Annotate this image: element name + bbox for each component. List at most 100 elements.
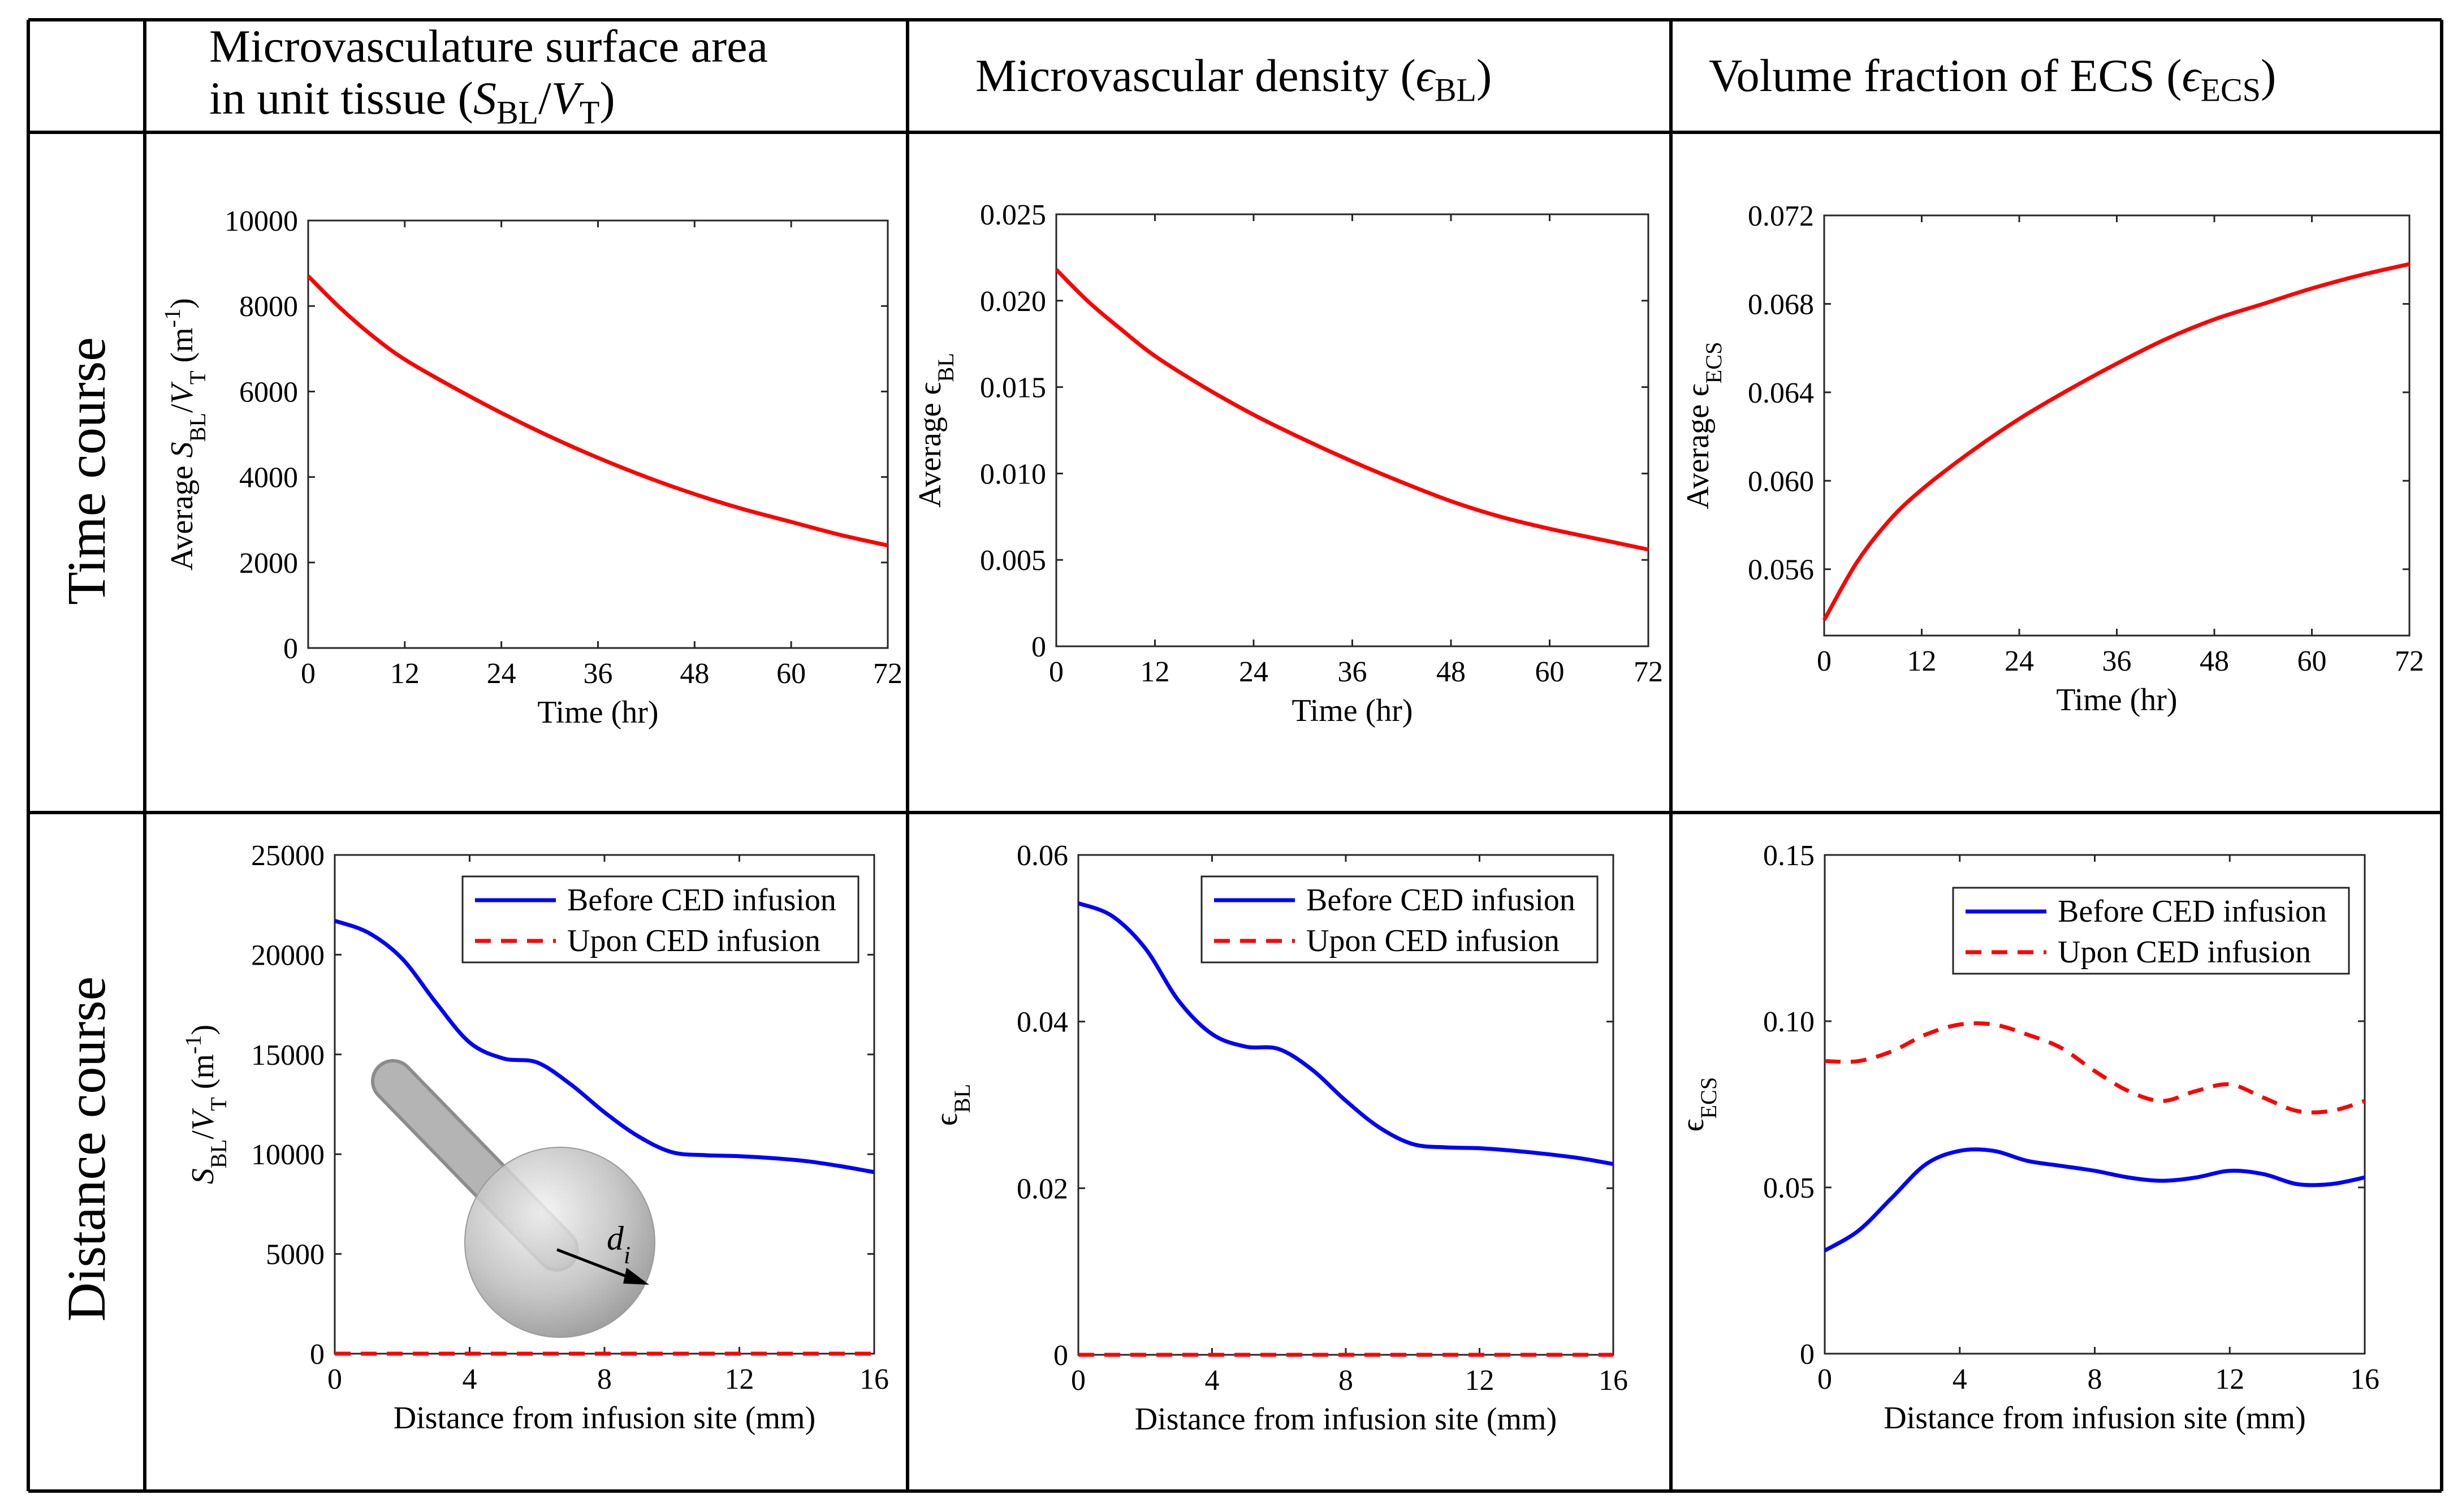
- label-subscript: BL: [949, 1084, 975, 1113]
- label-subscript: BL: [185, 413, 210, 442]
- y-tick-label: 6000: [239, 376, 298, 408]
- label-subscript: i: [624, 1242, 630, 1269]
- x-tick-label: 12: [390, 658, 420, 690]
- legend-box: [461, 875, 859, 964]
- label-part: ): [185, 1025, 221, 1035]
- y-tick-label: 5000: [266, 1239, 325, 1271]
- y-tick-label: 4000: [239, 462, 298, 494]
- header-surface-area: Microvasculature surface area in unit ti…: [209, 20, 899, 139]
- inset-arrowhead: [623, 1268, 649, 1285]
- y-tick-label: 0: [1053, 1340, 1068, 1372]
- y-tick-label: 20000: [251, 939, 325, 971]
- x-axis-label: Distance from infusion site (mm): [394, 1401, 816, 1436]
- legend: Before CED infusion Upon CED infusion: [1200, 875, 1599, 964]
- legend-label-upon: Upon CED infusion: [2058, 935, 2311, 970]
- label-part: ): [165, 298, 200, 309]
- label-part: Average: [913, 395, 948, 508]
- legend: Before CED infusion Upon CED infusion: [1952, 887, 2350, 975]
- inset-radius-arrow: [556, 1248, 634, 1281]
- y-tick-label: 8000: [239, 291, 298, 323]
- label-part: (m: [185, 1054, 221, 1097]
- label-superscript: -1: [159, 309, 185, 328]
- inset-radius-label: di: [607, 1220, 630, 1269]
- label-subscript: T: [185, 371, 210, 385]
- x-tick-label: 4: [1953, 1363, 1967, 1396]
- series-line: [1055, 268, 1649, 552]
- y-tick-label: 0.010: [980, 458, 1046, 490]
- x-tick-label: 16: [2350, 1363, 2379, 1396]
- y-tick-label: 0: [1800, 1338, 1815, 1371]
- x-tick-label: 12: [1141, 656, 1170, 688]
- series-line: [1822, 262, 2410, 621]
- x-tick-label: 0: [1071, 1364, 1086, 1397]
- y-tick-label: 10000: [224, 205, 298, 237]
- y-tick-label: 2000: [239, 547, 298, 580]
- x-tick-label: 36: [1338, 656, 1367, 688]
- x-tick-label: 0: [1817, 1363, 1832, 1396]
- y-tick-label: 0.05: [1763, 1172, 1815, 1204]
- legend-box: [1952, 887, 2350, 975]
- series-line-before-ced: [1824, 1147, 2365, 1252]
- inset-illustration: di: [371, 1059, 655, 1338]
- x-tick-label: 0: [1049, 656, 1064, 688]
- y-tick-label: 0.02: [1017, 1173, 1068, 1205]
- y-tick-label: 25000: [251, 840, 325, 872]
- x-axis-label: Time (hr): [537, 695, 658, 730]
- label-subscript: BL: [933, 353, 958, 382]
- legend-label-before: Before CED infusion: [2058, 894, 2327, 929]
- x-tick-label: 36: [584, 658, 613, 690]
- label-part: /: [165, 404, 200, 413]
- x-axis-label: Time (hr): [2056, 682, 2177, 718]
- x-tick-label: 8: [597, 1363, 612, 1396]
- x-tick-label: 72: [1634, 656, 1663, 688]
- y-tick-label: 10000: [251, 1139, 325, 1171]
- y-axis-label: SBL/VT (m-1): [180, 1025, 231, 1184]
- x-tick-label: 48: [2200, 645, 2229, 677]
- series-line-before-ced: [1077, 901, 1614, 1167]
- label-part: Average: [1681, 396, 1716, 509]
- x-tick-label: 4: [1205, 1364, 1220, 1397]
- series-line-upon-ced: [1824, 1021, 2366, 1114]
- label-subscript: ECS: [1696, 1077, 1721, 1119]
- y-axis-label: Average ϵBL: [913, 353, 958, 508]
- y-tick-label: 0.020: [980, 286, 1046, 318]
- x-tick-label: 12: [1465, 1364, 1495, 1397]
- label-subscript: T: [206, 1097, 231, 1111]
- x-axis-label: Time (hr): [1292, 693, 1413, 728]
- x-axis-label: Distance from infusion site (mm): [1135, 1402, 1557, 1437]
- y-axis-label: Average SBL/VT (m-1): [159, 298, 210, 571]
- x-tick-label: 60: [2297, 645, 2327, 677]
- y-axis-label: Average ϵECS: [1681, 342, 1726, 509]
- x-tick-label: 12: [1907, 645, 1937, 677]
- label-symbol: S: [165, 442, 200, 457]
- x-tick-label: 0: [1817, 645, 1832, 677]
- y-tick-label: 0.056: [1748, 554, 1814, 586]
- x-tick-label: 0: [327, 1363, 342, 1396]
- x-tick-label: 8: [2088, 1363, 2102, 1396]
- y-tick-label: 0.072: [1748, 200, 1814, 232]
- x-tick-label: 72: [873, 658, 902, 690]
- label-symbol: S: [185, 1168, 221, 1184]
- label-part: /: [185, 1130, 221, 1139]
- y-tick-label: 0.064: [1748, 377, 1814, 409]
- y-tick-label: 0.068: [1748, 288, 1814, 321]
- label-symbol: ϵ: [1675, 1119, 1711, 1132]
- legend-box: [1200, 875, 1599, 964]
- x-tick-label: 60: [1535, 656, 1565, 688]
- label-symbol: ϵ: [929, 1113, 964, 1126]
- label-symbol: ϵ: [1681, 383, 1716, 396]
- x-tick-label: 16: [859, 1363, 889, 1396]
- label-symbol: V: [165, 381, 200, 404]
- x-tick-label: 4: [463, 1363, 477, 1396]
- y-tick-label: 0.005: [980, 545, 1046, 577]
- x-tick-label: 12: [725, 1363, 754, 1396]
- legend-label-before: Before CED infusion: [1306, 883, 1575, 918]
- label-subscript: ECS: [1701, 342, 1726, 383]
- x-tick-label: 24: [1239, 656, 1268, 688]
- y-tick-label: 0: [283, 633, 298, 665]
- x-tick-label: 24: [487, 658, 516, 690]
